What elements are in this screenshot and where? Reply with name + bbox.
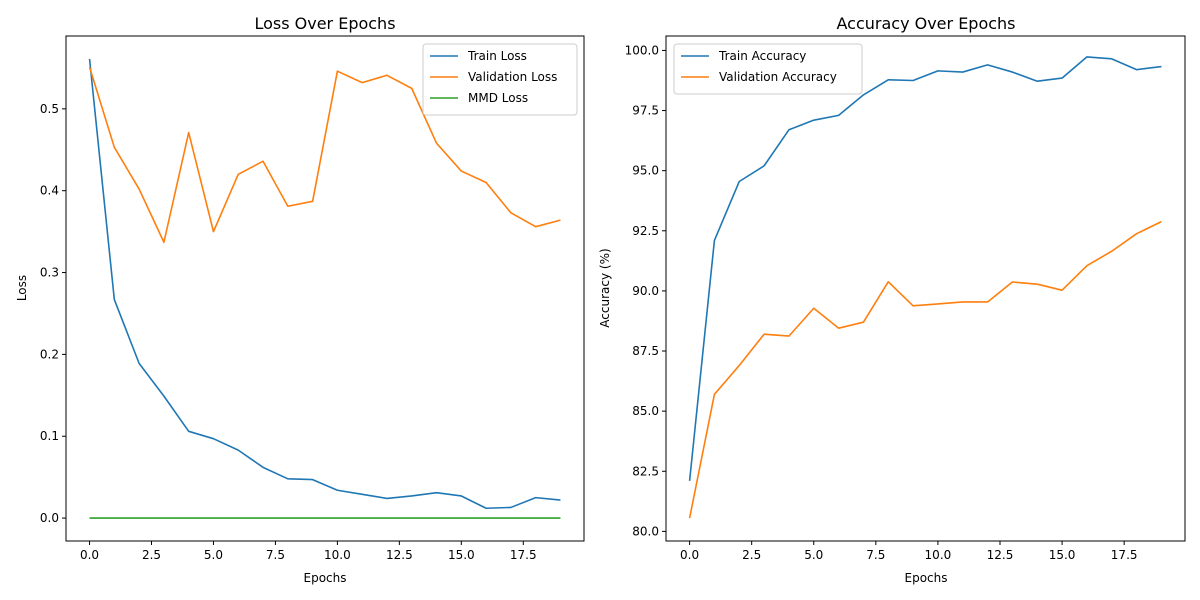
accuracy-y-tick-label: 82.5	[632, 464, 659, 478]
legend-label-validation-accuracy: Validation Accuracy	[719, 70, 837, 84]
legend-label-mmd-loss: MMD Loss	[468, 91, 528, 105]
loss-x-tick-label: 7.5	[266, 548, 285, 562]
series-line-validation-loss	[88, 66, 561, 244]
loss-y-tick-label: 0.4	[40, 184, 59, 198]
accuracy-y-ticks: 80.0 82.5 85.0 87.5 90.0 92.5 95.0 97.5 100.0	[625, 43, 666, 538]
accuracy-x-axis-label: Epochs	[905, 571, 948, 585]
accuracy-chart-title: Accuracy Over Epochs	[836, 14, 1015, 33]
accuracy-x-tick-label: 2.5	[742, 548, 761, 562]
loss-y-tick-label: 0.1	[40, 429, 59, 443]
accuracy-x-tick-label: 10.0	[925, 548, 952, 562]
loss-y-ticks: 0.0 0.1 0.2 0.3 0.4 0.5	[40, 102, 66, 525]
legend-label-validation-loss: Validation Loss	[468, 70, 557, 84]
legend-label-train-loss: Train Loss	[467, 49, 527, 63]
series-line-train-loss	[88, 58, 561, 510]
loss-axes-frame	[65, 35, 585, 542]
loss-x-tick-label: 17.5	[510, 548, 537, 562]
loss-x-axis-label: Epochs	[304, 571, 347, 585]
loss-x-tick-label: 12.5	[386, 548, 413, 562]
loss-chart-title: Loss Over Epochs	[254, 14, 395, 33]
accuracy-y-tick-label: 97.5	[632, 104, 659, 118]
loss-x-tick-label: 10.0	[324, 548, 351, 562]
loss-chart: Loss Over Epochs Epochs Loss 0.0 2.5 5.0 7.…	[15, 14, 585, 585]
accuracy-x-tick-label: 12.5	[987, 548, 1014, 562]
accuracy-plot-area	[688, 56, 1162, 519]
accuracy-y-tick-label: 87.5	[632, 344, 659, 358]
loss-x-tick-label: 15.0	[448, 548, 475, 562]
accuracy-x-tick-label: 5.0	[804, 548, 823, 562]
loss-y-tick-label: 0.2	[40, 347, 59, 361]
accuracy-y-tick-label: 95.0	[632, 164, 659, 178]
loss-y-tick-label: 0.3	[40, 266, 59, 280]
accuracy-y-tick-label: 90.0	[632, 284, 659, 298]
loss-x-tick-label: 2.5	[142, 548, 161, 562]
legend-label-train-accuracy: Train Accuracy	[718, 49, 806, 63]
accuracy-y-tick-label: 85.0	[632, 404, 659, 418]
loss-plot-area	[88, 58, 561, 519]
series-line-validation-accuracy	[688, 220, 1162, 519]
accuracy-y-tick-label: 100.0	[625, 43, 659, 57]
loss-x-tick-label: 0.0	[80, 548, 99, 562]
loss-x-ticks: 0.0 2.5 5.0 7.5 10.0 12.5 15.0 17.5	[80, 541, 537, 562]
accuracy-axes-frame	[665, 35, 1186, 542]
series-line-train-accuracy	[688, 56, 1162, 481]
accuracy-x-ticks: 0.0 2.5 5.0 7.5 10.0 12.5 15.0 17.5	[680, 541, 1138, 562]
accuracy-legend: Train Accuracy Validation Accuracy	[673, 43, 863, 95]
accuracy-x-tick-label: 0.0	[680, 548, 699, 562]
accuracy-legend-box	[673, 43, 863, 95]
accuracy-chart: Accuracy Over Epochs Epochs Accuracy (%)…	[598, 14, 1186, 585]
loss-y-axis-label: Loss	[15, 275, 29, 301]
loss-y-tick-label: 0.0	[40, 511, 59, 525]
accuracy-x-tick-label: 17.5	[1111, 548, 1138, 562]
loss-legend-box	[422, 43, 578, 116]
accuracy-x-tick-label: 15.0	[1049, 548, 1076, 562]
accuracy-y-axis-label: Accuracy (%)	[598, 248, 612, 327]
loss-legend: Train Loss Validation Loss MMD Loss	[422, 43, 578, 116]
accuracy-x-tick-label: 7.5	[866, 548, 885, 562]
loss-y-tick-label: 0.5	[40, 102, 59, 116]
loss-x-tick-label: 5.0	[204, 548, 223, 562]
accuracy-y-tick-label: 80.0	[632, 524, 659, 538]
accuracy-y-tick-label: 92.5	[632, 224, 659, 238]
